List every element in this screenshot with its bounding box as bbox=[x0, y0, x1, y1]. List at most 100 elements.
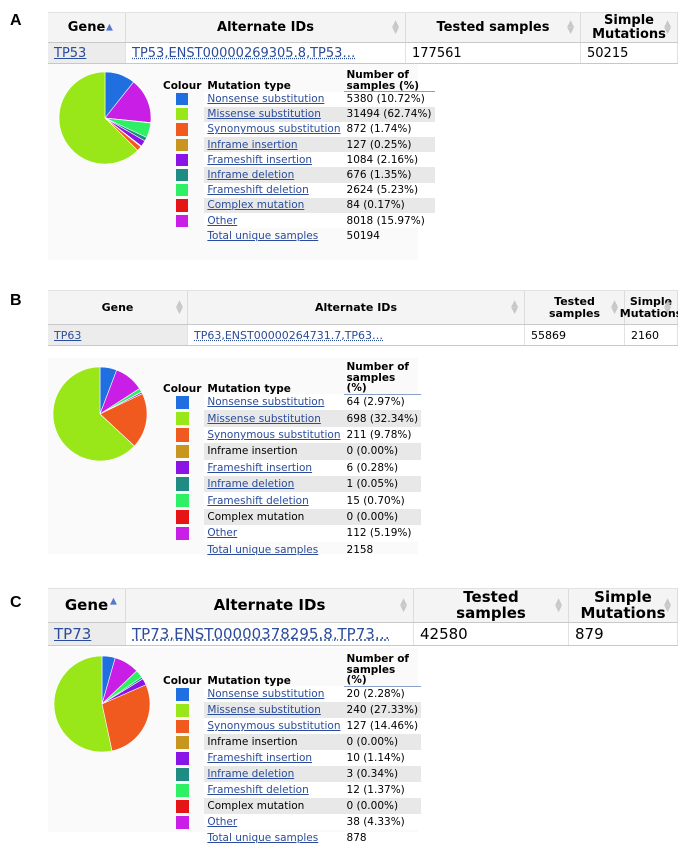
mutation-type-link[interactable]: Nonsense substitution bbox=[207, 93, 324, 105]
mutation-type-link[interactable]: Missense substitution bbox=[207, 108, 320, 120]
simple-mutations-column-header[interactable]: Simple Mutations ▲ ▼ bbox=[581, 13, 678, 42]
mutation-type-link[interactable]: Frameshift insertion bbox=[207, 752, 312, 764]
mutation-type-link[interactable]: Inframe deletion bbox=[207, 169, 294, 181]
mutation-type-cell: Inframe deletion bbox=[204, 476, 343, 492]
mutation-type-link[interactable]: Frameshift insertion bbox=[207, 154, 312, 166]
gene-column-header[interactable]: Gene ▲ bbox=[48, 589, 126, 622]
table-cell: 879 bbox=[569, 623, 678, 645]
legend-total-row: Total unique samples 50194 bbox=[160, 228, 435, 243]
mutation-legend-table: Colour Mutation type Number of samples (%)… bbox=[160, 654, 421, 846]
mutation-type-link[interactable]: Inframe insertion bbox=[207, 139, 297, 151]
total-unique-samples-link[interactable]: Total unique samples bbox=[207, 230, 318, 242]
mutation-type-cell: Inframe insertion bbox=[204, 137, 343, 152]
mutation-type-link[interactable]: Frameshift deletion bbox=[207, 184, 308, 196]
sort-arrows-icon[interactable]: ▲ ▼ bbox=[511, 301, 518, 315]
mutation-type-cell: Inframe insertion bbox=[204, 443, 343, 459]
mutation-type-cell: Inframe insertion bbox=[204, 734, 343, 750]
sort-arrows-icon[interactable]: ▲ ▼ bbox=[176, 301, 183, 315]
table-cell: 42580 bbox=[414, 623, 569, 645]
sort-arrows-icon[interactable]: ▲ ▼ bbox=[400, 599, 407, 613]
total-label-cell: Total unique samples bbox=[204, 228, 343, 243]
mutation-type-link[interactable]: Frameshift deletion bbox=[207, 784, 308, 796]
mutation-type-link[interactable]: Inframe deletion bbox=[207, 768, 294, 780]
sample-count-value: 64 (2.97%) bbox=[344, 394, 422, 410]
mutation-type-link[interactable]: Synonymous substitution bbox=[207, 720, 340, 732]
alternate-ids-link[interactable]: TP63,ENST00000264731.7,TP63… bbox=[194, 329, 383, 342]
simple-mutations-value: 2160 bbox=[631, 329, 659, 342]
sort-arrows-icon[interactable]: ▲ ▼ bbox=[664, 599, 671, 613]
sample-count-value: 112 (5.19%) bbox=[344, 525, 422, 541]
table-row: TP53 TP53,ENST00000269305.8,TP53… 177561 50… bbox=[48, 42, 678, 64]
legend-row: Nonsense substitution 5380 (10.72%) bbox=[160, 92, 435, 107]
mutation-type-link[interactable]: Inframe deletion bbox=[207, 478, 294, 490]
legend-header-row: Colour Mutation type Number of samples (%) bbox=[160, 654, 421, 686]
alternate-ids-link[interactable]: TP73,ENST00000378295.8,TP73… bbox=[132, 625, 390, 643]
table-cell: 50215 bbox=[581, 43, 678, 63]
legend-row: Inframe insertion 0 (0.00%) bbox=[160, 734, 421, 750]
alternate-ids-column-header[interactable]: Alternate IDs ▲ ▼ bbox=[126, 589, 414, 622]
table-row: TP73 TP73,ENST00000378295.8,TP73… 42580 879 bbox=[48, 622, 678, 646]
sort-arrows-icon[interactable]: ▲ ▼ bbox=[555, 599, 562, 613]
colour-swatch bbox=[176, 768, 189, 781]
sample-count-value: 872 (1.74%) bbox=[344, 122, 435, 137]
mutation-type-link[interactable]: Complex mutation bbox=[207, 199, 304, 211]
total-unique-samples-link[interactable]: Total unique samples bbox=[207, 832, 318, 844]
gene-column-header[interactable]: Gene ▲ ▼ bbox=[48, 291, 188, 324]
mutation-type-cell: Missense substitution bbox=[204, 702, 343, 718]
colour-cell bbox=[160, 686, 204, 702]
alternate-ids-link[interactable]: TP53,ENST00000269305.8,TP53… bbox=[132, 46, 355, 61]
mutation-type-link[interactable]: Nonsense substitution bbox=[207, 396, 324, 408]
total-unique-samples-link[interactable]: Total unique samples bbox=[207, 544, 318, 556]
gene-name-link[interactable]: TP73 bbox=[54, 625, 91, 643]
sort-arrows-icon[interactable]: ▲ ▼ bbox=[664, 21, 671, 35]
sort-arrows-icon[interactable]: ▲ ▼ bbox=[567, 21, 574, 35]
legend-row: Nonsense substitution 64 (2.97%) bbox=[160, 394, 421, 410]
total-unique-samples-value: 2158 bbox=[344, 542, 422, 558]
alternate-ids-column-header[interactable]: Alternate IDs ▲ ▼ bbox=[126, 13, 406, 42]
sample-count-value: 31494 (62.74%) bbox=[344, 107, 435, 122]
mutation-pie-chart bbox=[47, 361, 153, 467]
gene-name-link[interactable]: TP53 bbox=[54, 46, 86, 61]
sample-count-value: 20 (2.28%) bbox=[344, 686, 422, 702]
tested-samples-column-header[interactable]: Tested samples ▲ ▼ bbox=[414, 589, 569, 622]
mutation-type-link[interactable]: Missense substitution bbox=[207, 413, 320, 425]
table-cell: TP73,ENST00000378295.8,TP73… bbox=[126, 623, 414, 645]
mutation-type-link[interactable]: Synonymous substitution bbox=[207, 429, 340, 441]
alternate-ids-column-header[interactable]: Alternate IDs ▲ ▼ bbox=[188, 291, 525, 324]
column-header-label: Tested samples bbox=[421, 21, 566, 35]
sort-arrows-icon[interactable]: ▲ bbox=[110, 599, 117, 606]
colour-swatch bbox=[176, 154, 188, 166]
legend-row: Inframe insertion 127 (0.25%) bbox=[160, 137, 435, 152]
mutation-type-link[interactable]: Other bbox=[207, 215, 237, 227]
sort-arrows-icon[interactable]: ▲ ▼ bbox=[392, 21, 399, 35]
mutation-type-link: Inframe insertion bbox=[207, 445, 297, 457]
sort-arrows-icon[interactable]: ▲ ▼ bbox=[664, 301, 671, 315]
mutation-type-link[interactable]: Frameshift deletion bbox=[207, 495, 308, 507]
tested-samples-column-header[interactable]: Tested samples ▲ ▼ bbox=[406, 13, 581, 42]
sample-count-value: 698 (32.34%) bbox=[344, 410, 422, 426]
mutation-type-link[interactable]: Synonymous substitution bbox=[207, 123, 340, 135]
mutation-type-column-header: Mutation type bbox=[204, 70, 343, 92]
legend-row: Synonymous substitution 127 (14.46%) bbox=[160, 718, 421, 734]
mutation-type-link[interactable]: Nonsense substitution bbox=[207, 688, 324, 700]
mutation-type-link[interactable]: Frameshift insertion bbox=[207, 462, 312, 474]
gene-column-header[interactable]: Gene ▲ bbox=[48, 13, 126, 42]
panel-letter: B bbox=[10, 292, 22, 310]
colour-swatch bbox=[176, 720, 189, 733]
legend-row: Inframe insertion 0 (0.00%) bbox=[160, 443, 421, 459]
colour-swatch bbox=[176, 704, 189, 717]
sample-count-value: 0 (0.00%) bbox=[344, 798, 422, 814]
total-empty-cell bbox=[160, 542, 204, 558]
mutation-type-cell: Nonsense substitution bbox=[204, 92, 343, 107]
mutation-type-link: Inframe insertion bbox=[207, 736, 297, 748]
simple-mutations-column-header[interactable]: Simple Mutations ▲ ▼ bbox=[569, 589, 678, 622]
colour-cell bbox=[160, 152, 204, 167]
simple-mutations-column-header[interactable]: Simple Mutations ▲ ▼ bbox=[625, 291, 678, 324]
legend-row: Missense substitution 240 (27.33%) bbox=[160, 702, 421, 718]
gene-name-link[interactable]: TP63 bbox=[54, 329, 81, 342]
mutation-type-link[interactable]: Other bbox=[207, 527, 237, 539]
sort-arrows-icon[interactable]: ▲ bbox=[106, 24, 113, 31]
colour-cell bbox=[160, 718, 204, 734]
mutation-type-link[interactable]: Other bbox=[207, 816, 237, 828]
mutation-type-link[interactable]: Missense substitution bbox=[207, 704, 320, 716]
